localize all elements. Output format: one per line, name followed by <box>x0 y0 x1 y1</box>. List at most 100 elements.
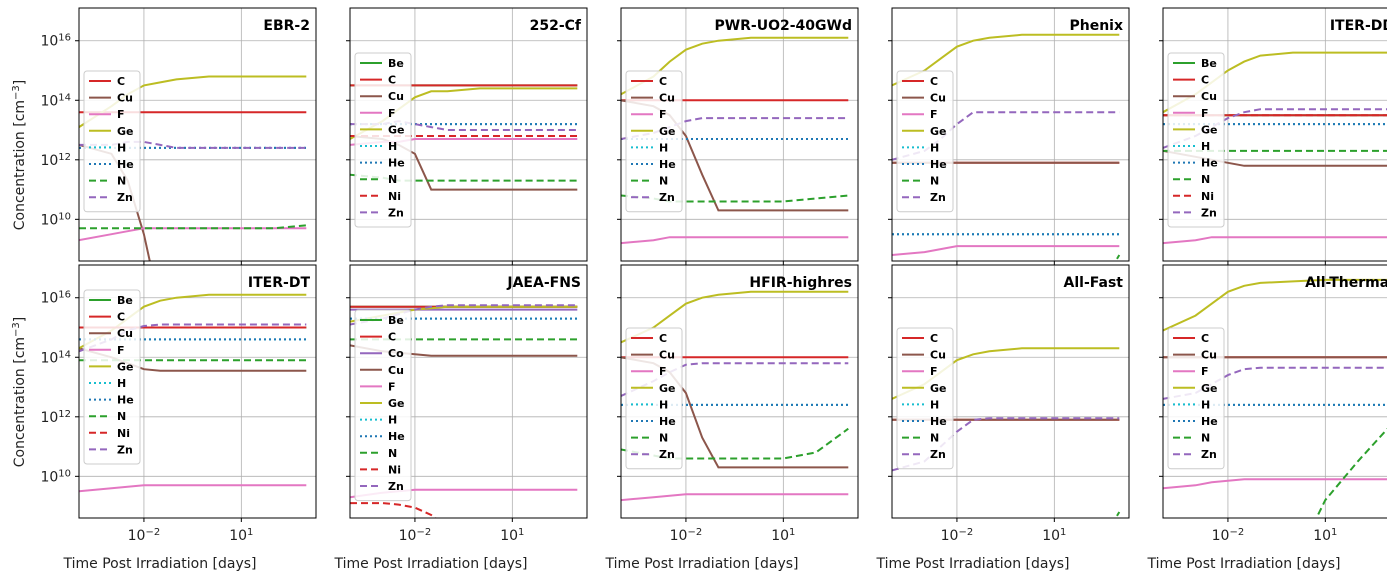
y-axis-label-end: ] <box>12 80 28 85</box>
legend-label: He <box>659 415 676 428</box>
legend-label: Be <box>388 57 404 70</box>
legend-box <box>625 327 683 470</box>
series-line-f <box>892 245 1120 256</box>
legend-label: He <box>388 157 405 170</box>
legend-label: Ni <box>388 463 401 476</box>
legend-label: Cu <box>659 92 675 105</box>
x-axis-label-3: Time Post Irradiation [days] <box>604 556 798 572</box>
legend-label: F <box>930 365 938 378</box>
legend-label: Zn <box>930 191 946 204</box>
x-tick-label: 101 <box>1313 527 1337 545</box>
series-line-n <box>350 173 578 182</box>
legend-label: Be <box>388 314 404 327</box>
legend-label: Ge <box>388 123 405 136</box>
y-axis-label-text: Concentration [cm <box>12 100 28 230</box>
legend-label: C <box>659 332 667 345</box>
y-tick-label: 1014 <box>40 92 71 110</box>
legend-label: H <box>930 398 939 411</box>
axes-frame <box>78 264 317 519</box>
legend: C Cu F Ge H He N Zn <box>1167 327 1225 470</box>
legend-label: C <box>930 75 938 88</box>
chart-panel-6: 1010 1012 1014 1016 10−2 101 ITER-DT Be C Cu F Ge HH… <box>40 264 317 545</box>
chart-title: HFIR-highres <box>749 275 852 291</box>
legend-label: Be <box>117 294 133 307</box>
y-tick-label: 1016 <box>40 289 71 307</box>
legend-label: N <box>388 173 397 186</box>
series-line-f <box>1163 236 1387 245</box>
y-axis-label-end: ] <box>12 317 28 322</box>
legend-label: N <box>117 175 126 188</box>
legend-label: F <box>117 108 125 121</box>
series-line-ge <box>621 290 849 344</box>
legend-box <box>1167 327 1225 470</box>
y-axis-label-text: Concentration [cm <box>12 337 28 467</box>
chart-panel-4: 10−2101PhenixCCuFGeHHeNZn <box>888 7 1130 287</box>
legend-label: Zn <box>117 191 133 204</box>
legend-label: He <box>1201 415 1218 428</box>
axes-frame <box>891 264 1130 519</box>
series-line-n <box>621 194 849 203</box>
legend-label: C <box>117 311 125 324</box>
legend: C Cu F Ge H He N Zn <box>896 327 954 470</box>
series-line-zn <box>892 111 1120 161</box>
legend-label: Zn <box>659 448 675 461</box>
legend-label: C <box>930 332 938 345</box>
legend-label: Ge <box>930 382 947 395</box>
x-tick-label: 10−2 <box>399 527 432 545</box>
legend-box <box>83 70 141 213</box>
legend-label: Ge <box>659 382 676 395</box>
legend-label: F <box>659 108 667 121</box>
legend-label: N <box>659 432 668 445</box>
legend-label: H <box>659 398 668 411</box>
legend-label: Zn <box>388 206 404 219</box>
chart-title: All-Fast <box>1064 275 1124 291</box>
legend-label: H <box>388 414 397 427</box>
legend-label: Cu <box>1201 349 1217 362</box>
axes-frame <box>349 264 588 519</box>
x-tick-label: 101 <box>229 527 253 545</box>
legend-label: N <box>388 447 397 460</box>
y-tick-label: 1010 <box>40 468 71 486</box>
chart-panel-8: 10−2 101 HFIR-highres C Cu F Ge H He N Zn <box>617 264 859 545</box>
legend-label: F <box>930 108 938 121</box>
legend-label: Zn <box>659 191 675 204</box>
legend-label: H <box>659 141 668 154</box>
chart-title: PWR-UO2-40GWd <box>714 18 852 34</box>
x-axis-label-5: Time Post Irradiation [days] <box>1146 556 1340 572</box>
x-tick-label: 101 <box>1042 527 1066 545</box>
legend: Be C Cu F Ge H He N Ni Zn <box>1167 52 1225 228</box>
chart-title: 252-Cf <box>530 18 582 34</box>
legend-label: Ge <box>388 397 405 410</box>
x-axis-label-1: Time Post Irradiation [days] <box>62 556 256 572</box>
axes-frame <box>1162 264 1387 519</box>
legend-label: Cu <box>1201 90 1217 103</box>
series-line-n <box>621 427 849 460</box>
legend-label: F <box>1201 107 1209 120</box>
chart-panel-7: 10−2 101 JAEA-FNS Be C Co Cu F Ge H He N Ni Zn <box>346 264 588 545</box>
series-line-ge <box>621 36 849 96</box>
legend-label: Ge <box>659 125 676 138</box>
legend-box <box>625 70 683 213</box>
legend-label: H <box>1201 140 1210 153</box>
legend-label: Cu <box>117 92 133 105</box>
legend-label: H <box>117 377 126 390</box>
legend-box <box>354 309 412 502</box>
legend-label: N <box>117 410 126 423</box>
legend-label: He <box>659 158 676 171</box>
y-axis-label-bottom: Concentration [cm−3] <box>11 317 29 468</box>
x-tick-label: 10−2 <box>670 527 703 545</box>
legend: C Cu F Ge H He N Zn <box>625 70 683 213</box>
y-axis-label-sup: −3 <box>11 322 22 337</box>
legend-label: Co <box>388 347 404 360</box>
y-tick-label: 1012 <box>40 151 71 169</box>
legend-label: C <box>1201 74 1209 87</box>
legend-label: C <box>1201 332 1209 345</box>
chart-title: JAEA-FNS <box>506 275 581 291</box>
y-axis-label-top: Concentration [cm−3] <box>11 80 29 231</box>
legend-label: N <box>659 175 668 188</box>
series-line-zn <box>621 117 849 140</box>
legend-label: F <box>117 344 125 357</box>
legend-label: Zn <box>930 448 946 461</box>
